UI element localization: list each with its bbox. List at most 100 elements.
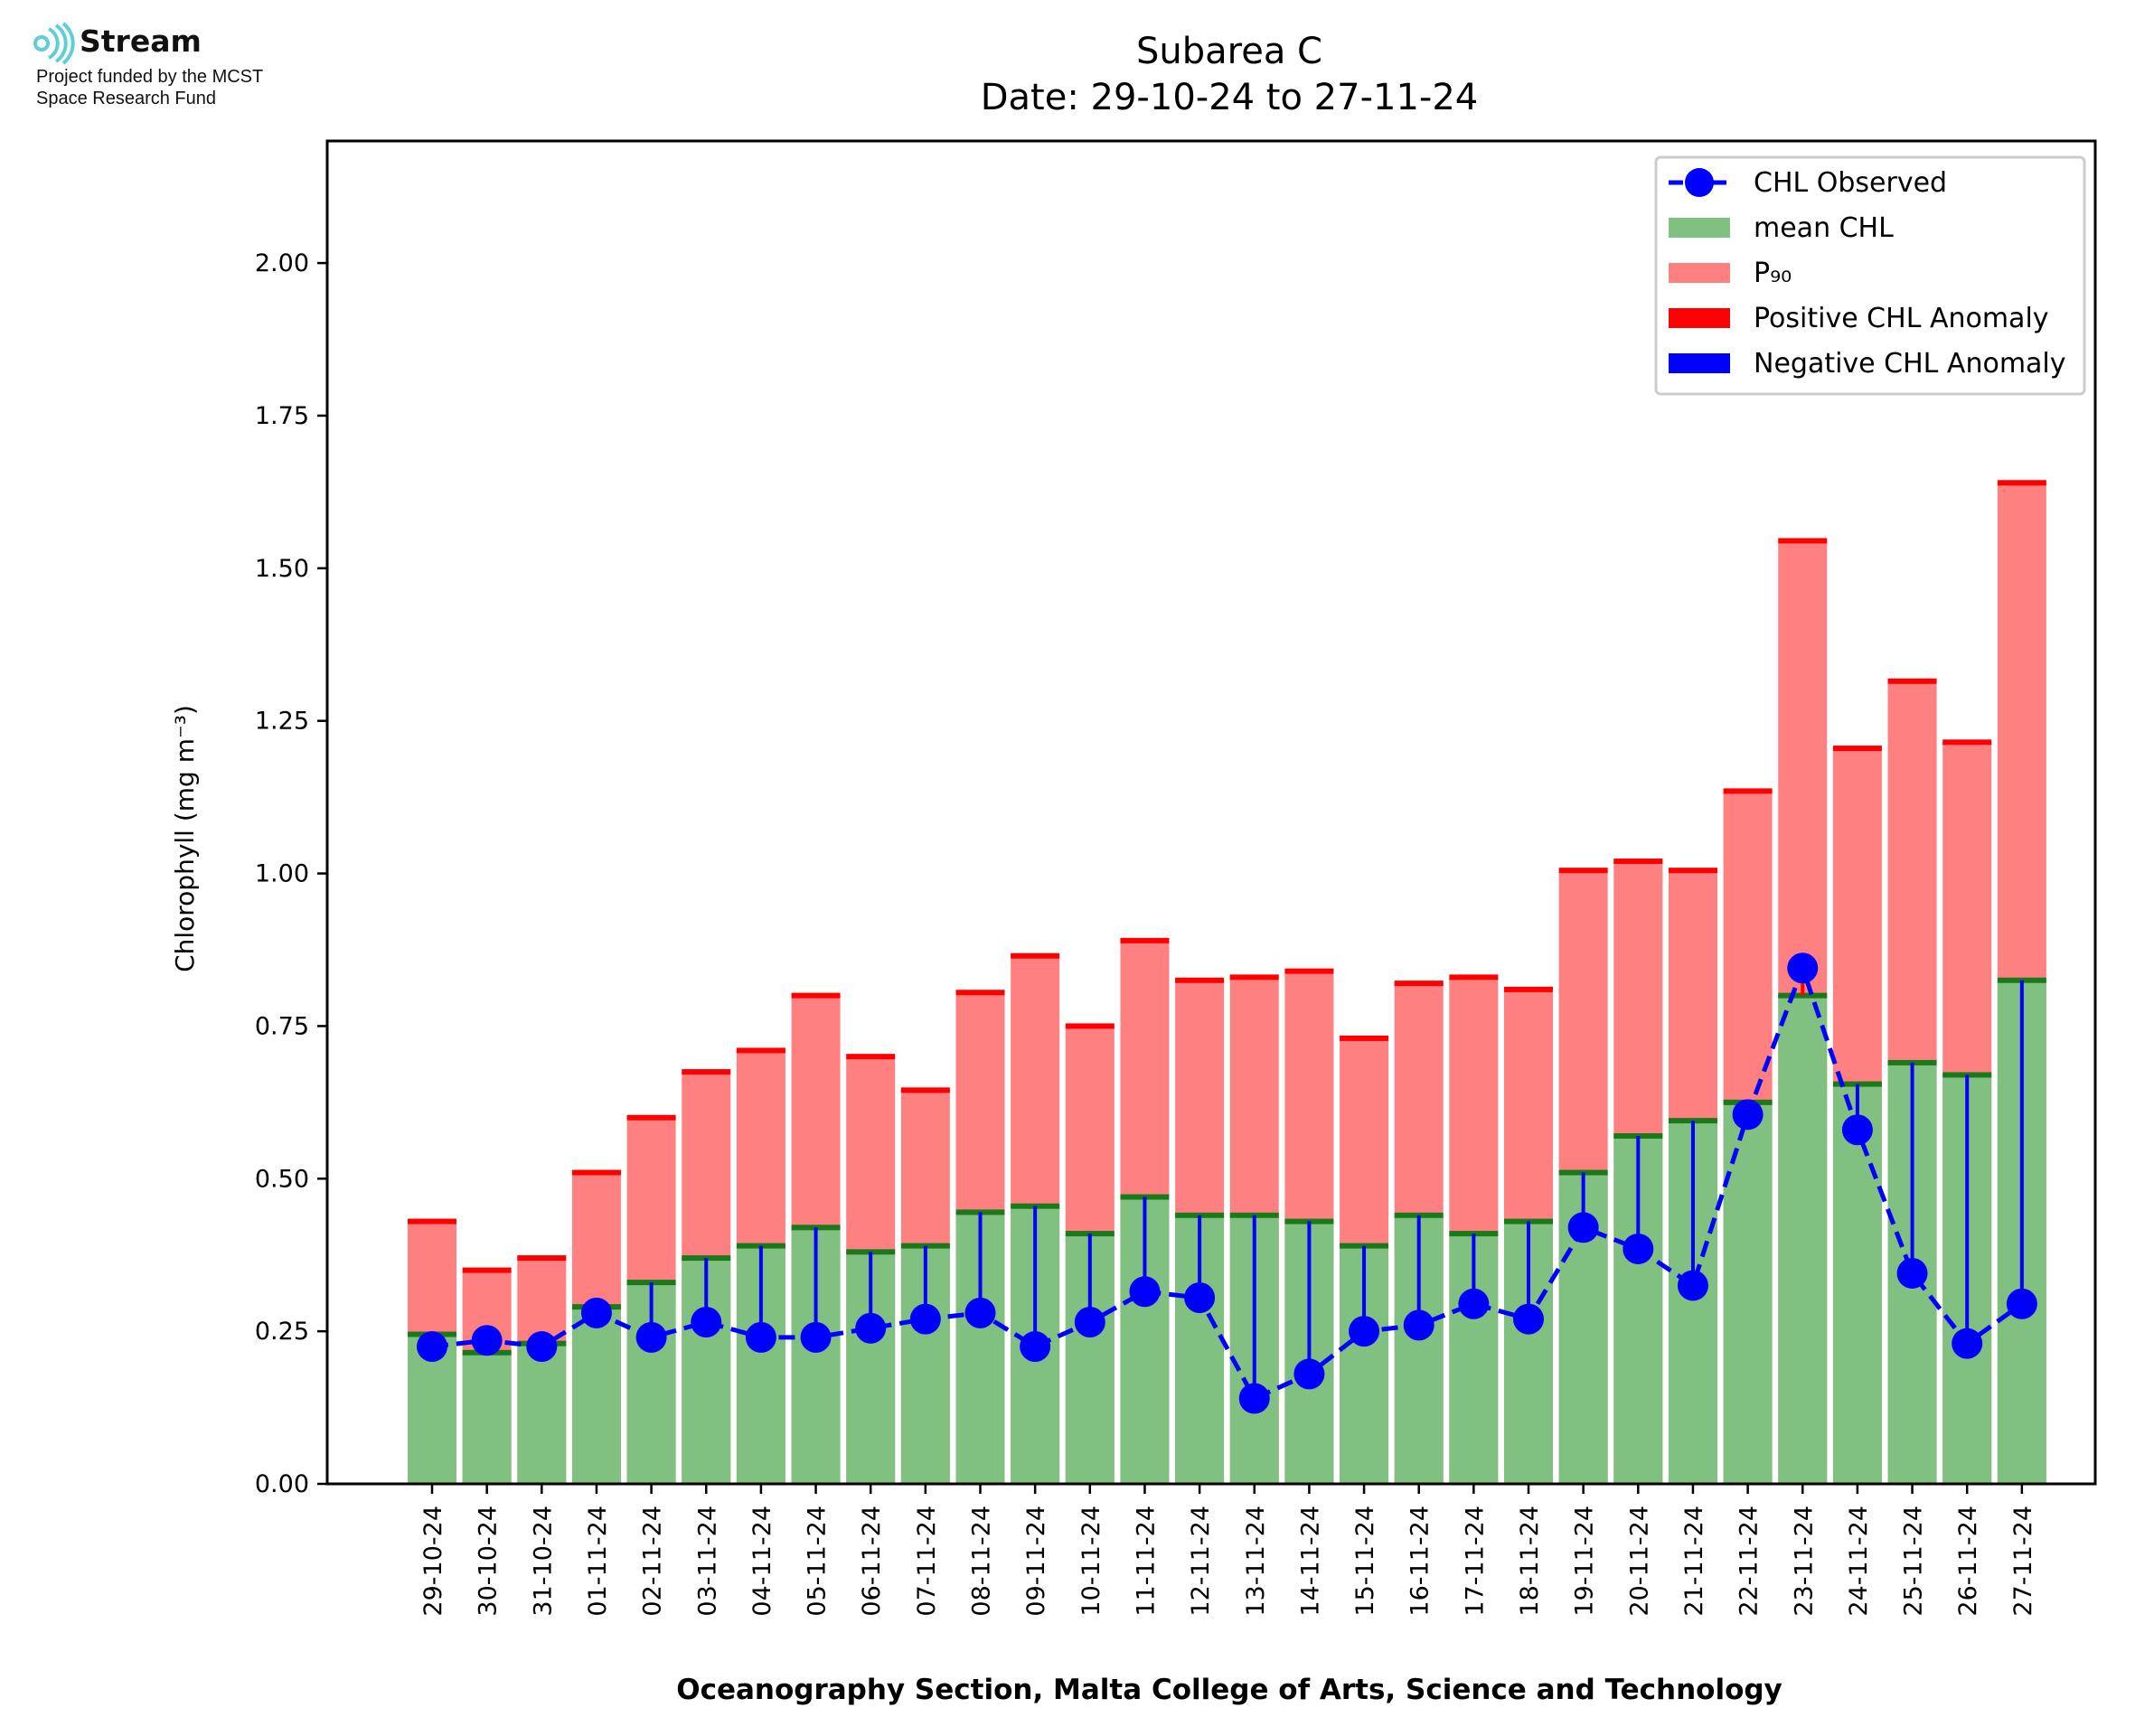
y-tick-label: 1.25 [255,708,309,736]
observed-point [1787,952,1819,984]
y-tick-label: 0.75 [255,1012,309,1040]
chart-subtitle: Date: 29-10-24 to 27-11-24 [981,77,1479,118]
observed-point [580,1297,612,1328]
p90-cap [1340,1035,1389,1041]
plot-frame [325,139,2097,1486]
x-tick-label: 06-11-24 [858,1506,886,1617]
p90-cap [1997,480,2046,486]
observed-point [855,1312,887,1344]
p90-cap [955,990,1005,996]
p90-cap [1011,952,1060,959]
p90-cap [1175,977,1225,983]
observed-point [1513,1303,1544,1335]
mean-bar [571,1307,621,1484]
x-tick-label: 14-11-24 [1296,1506,1324,1617]
p90-cap [408,1218,456,1225]
observed-point [635,1321,667,1353]
p90-cap [626,1114,676,1121]
x-tick-label: 10-11-24 [1077,1506,1105,1617]
observed-point [526,1331,558,1363]
p90-cap [682,1069,731,1075]
x-tick-label: 15-11-24 [1351,1506,1379,1617]
x-tick-label: 03-11-24 [693,1506,721,1617]
p90-cap [1942,739,1992,746]
observed-point [909,1303,941,1335]
p90-cap [1723,788,1773,794]
p90-cap [462,1267,512,1273]
x-tick-label: 16-11-24 [1406,1506,1434,1617]
y-tick-label: 1.00 [255,860,309,888]
legend-patch-swatch [1669,263,1730,283]
observed-point [1184,1281,1216,1313]
y-tick-label: 0.25 [255,1318,309,1346]
legend-label: Positive CHL Anomaly [1754,303,2049,334]
p90-cap [1394,981,1444,987]
legend-marker-swatch [1685,168,1714,197]
p90-cap [1778,538,1828,544]
x-tick-label: 17-11-24 [1461,1506,1489,1617]
observed-point [2006,1288,2037,1319]
legend-patch-swatch [1669,218,1730,238]
p90-cap [1065,1023,1115,1029]
p90-cap [1558,868,1608,874]
x-tick-label: 25-11-24 [1900,1506,1928,1617]
x-tick-label: 31-10-24 [529,1506,557,1617]
p90-cap [1887,678,1937,684]
p90-cap [736,1047,785,1054]
legend: CHL Observed mean CHL P₉₀ Positive CHL Anom… [1654,155,2086,396]
x-tick-label: 04-11-24 [748,1506,776,1617]
legend-box [1654,155,2086,396]
legend-label: Negative CHL Anomaly [1754,348,2066,380]
axes-layer: 0.00 0.25 0.50 0.75 1.00 1.25 1.50 1.75 2.00 29-1… [255,139,2097,1617]
stream-logo-icon [33,22,75,65]
x-tick-label: 21-11-24 [1680,1506,1708,1617]
p90-cap [1668,868,1717,874]
observed-point [1952,1328,1983,1359]
observed-point [1238,1383,1270,1414]
x-tick-label: 20-11-24 [1625,1506,1653,1617]
y-axis-label: Chlorophyll (mg m⁻³) [170,705,200,972]
observed-point [1458,1288,1490,1319]
observed-point [1896,1257,1928,1289]
observed-point [745,1321,776,1353]
mean-bar [1832,1084,1882,1484]
x-tick-label: 07-11-24 [913,1506,941,1617]
x-tick-label: 05-11-24 [804,1506,832,1617]
x-tick-label: 11-11-24 [1132,1506,1160,1617]
observed-point [964,1297,996,1328]
legend-label: CHL Observed [1754,167,1947,199]
observed-point [1732,1099,1764,1131]
observed-point [1020,1331,1051,1363]
chart-title: Subarea C [1136,31,1322,72]
p90-cap [1832,746,1882,752]
x-tick-label: 02-11-24 [639,1506,667,1617]
p90-cap [900,1087,950,1093]
legend-label: P₉₀ [1754,258,1792,289]
x-tick-label: 01-11-24 [584,1506,612,1617]
observed-point [1403,1309,1434,1341]
observed-point [1129,1276,1161,1308]
x-tick-label: 29-10-24 [419,1506,447,1617]
p90-cap [1504,986,1553,992]
mean-bar [1723,1102,1773,1484]
observed-point [800,1321,832,1353]
observed-point [417,1331,447,1363]
x-tick-label: 22-11-24 [1735,1506,1764,1617]
p90-cap [1229,974,1279,981]
x-tick-label: 27-11-24 [2009,1506,2037,1617]
x-tick-label: 13-11-24 [1242,1506,1270,1617]
y-tick-label: 2.00 [255,249,309,277]
mean-bar [462,1352,512,1484]
x-tick-label: 08-11-24 [968,1506,996,1617]
x-tick-label: 26-11-24 [1954,1506,1982,1617]
p90-cap [1284,968,1334,974]
y-tick-label: 1.75 [255,402,309,430]
x-tick-label: 30-10-24 [475,1506,503,1617]
observed-point [1623,1233,1654,1264]
legend-patch-swatch [1669,308,1730,328]
x-tick-label: 23-11-24 [1790,1506,1818,1617]
y-tick-label: 1.50 [255,555,309,583]
x-tick-label: 09-11-24 [1022,1506,1050,1617]
observed-point [471,1325,503,1356]
